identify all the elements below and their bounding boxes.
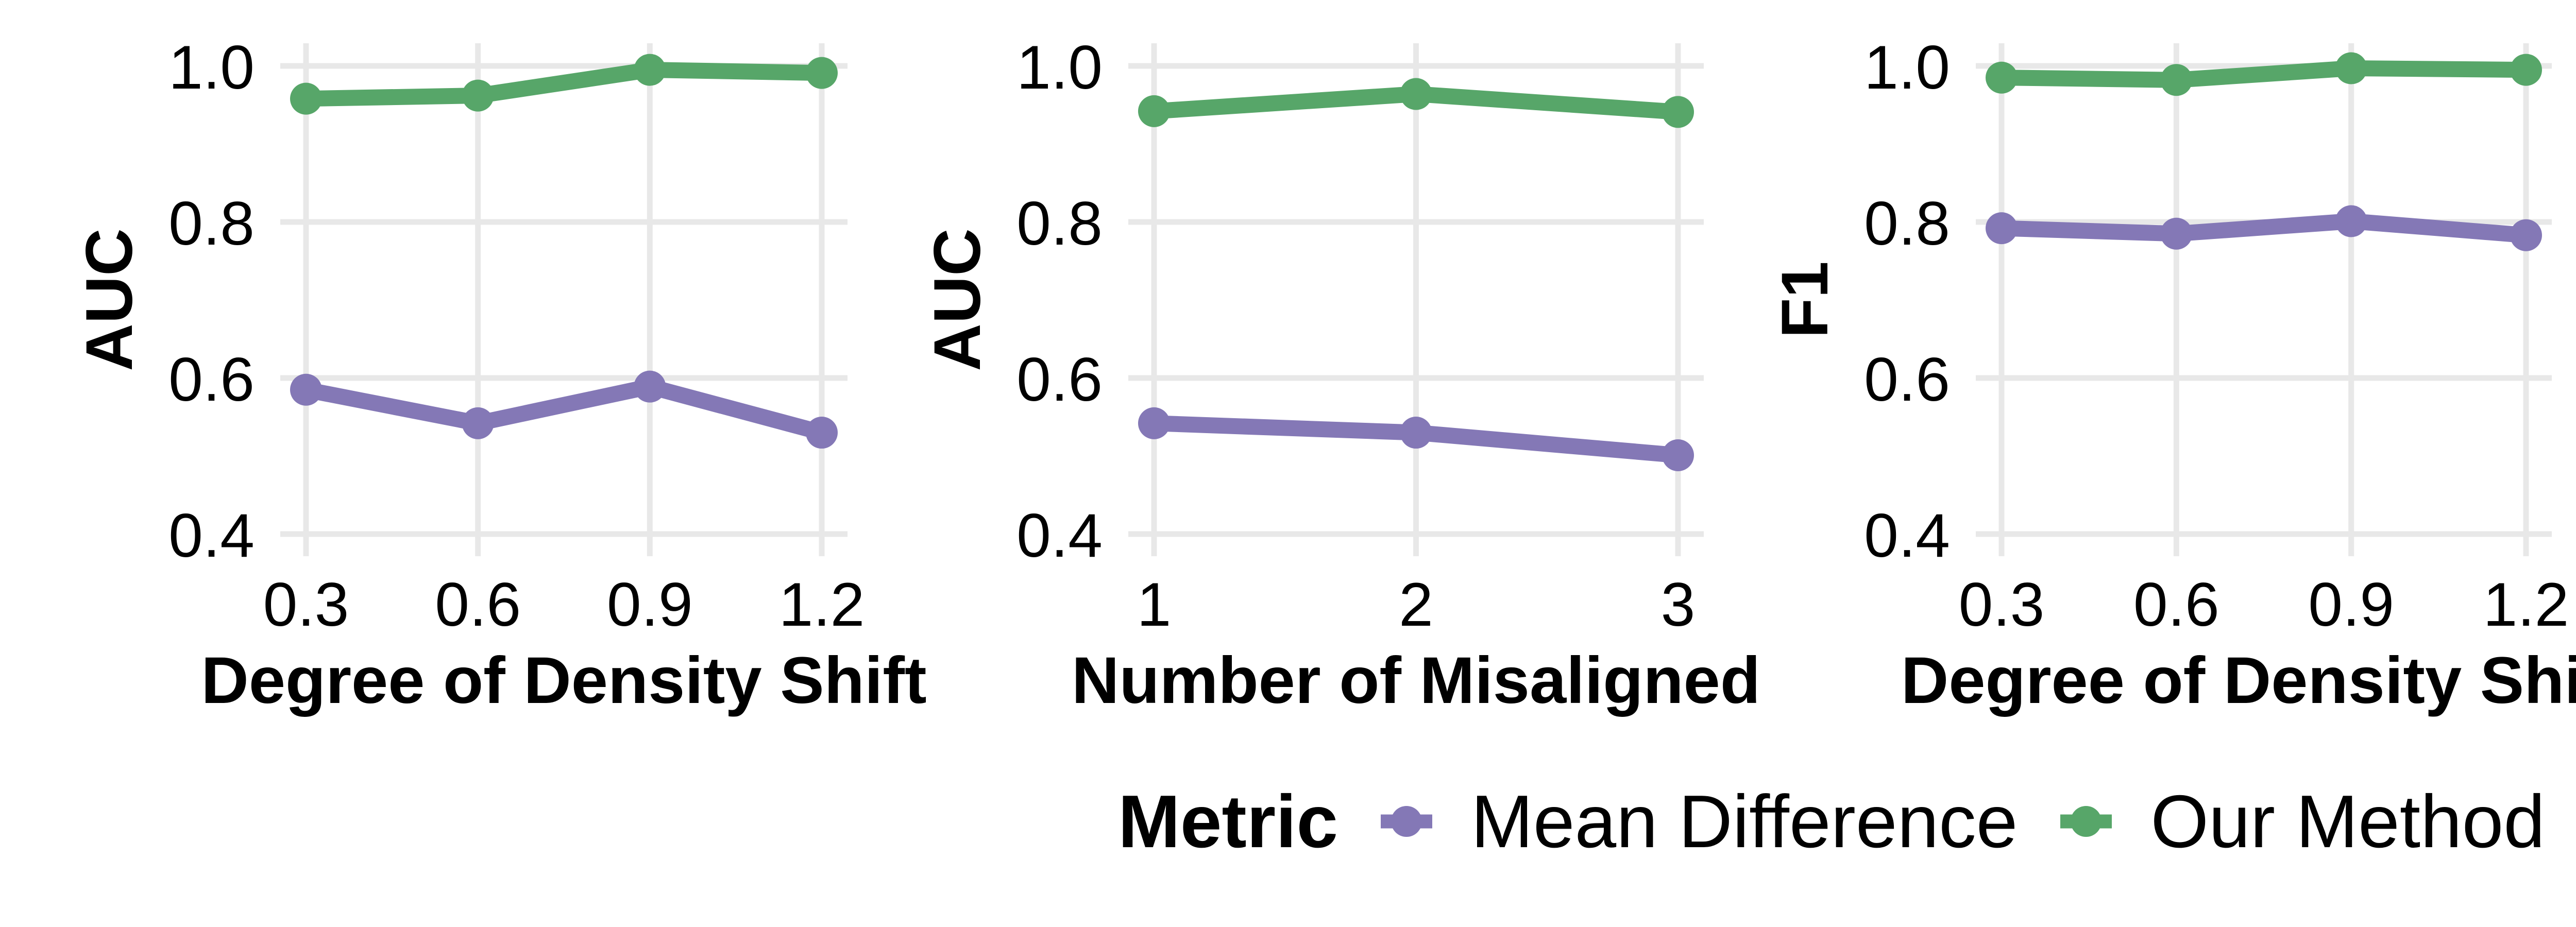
y-tick-label: 0.8: [1016, 189, 1103, 258]
y-axis-title: AUC: [73, 228, 146, 371]
x-tick-label: 3: [1661, 570, 1696, 639]
data-point: [462, 79, 494, 112]
x-tick-label: 0.3: [263, 570, 349, 639]
legend-key-dot: [1391, 806, 1422, 837]
data-point: [2160, 64, 2193, 96]
x-axis-title: Number of Misaligned: [1072, 644, 1760, 717]
data-point: [1662, 439, 1694, 471]
data-point: [1138, 407, 1170, 439]
series-line-mean-difference: [1993, 213, 2534, 244]
x-tick-label: 0.9: [607, 570, 693, 639]
data-point: [634, 54, 666, 86]
data-point: [1662, 96, 1694, 128]
legend-label-our-method: Our Method: [2150, 779, 2545, 863]
y-tick-label: 0.4: [1016, 501, 1103, 570]
y-tick-label: 0.8: [1864, 189, 1950, 258]
x-tick-label: 2: [1399, 570, 1433, 639]
y-tick-label: 1.0: [168, 33, 255, 102]
y-tick-label: 1.0: [1016, 33, 1103, 102]
data-point: [806, 417, 838, 449]
data-point: [290, 373, 322, 406]
series-line-mean-difference: [298, 379, 830, 441]
data-point: [2335, 52, 2367, 84]
data-point: [1986, 212, 2018, 245]
legend-title: Metric: [1118, 779, 1338, 863]
x-axis-title: Degree of Density Shift: [1901, 644, 2576, 717]
y-tick-label: 0.8: [168, 189, 255, 258]
line-point-key-icon: [2060, 806, 2112, 837]
x-tick-label: 0.6: [2133, 570, 2219, 639]
y-tick-label: 0.4: [1864, 501, 1950, 570]
series-line-our-method: [298, 62, 830, 107]
x-tick-label: 0.9: [2308, 570, 2394, 639]
legend-label-mean-difference: Mean Difference: [1471, 779, 2018, 863]
x-tick-label: 0.6: [435, 570, 521, 639]
data-point: [806, 57, 838, 89]
data-point: [1400, 78, 1432, 110]
data-point: [634, 370, 666, 403]
y-axis-title: F1: [1768, 261, 1842, 338]
series-line-our-method: [1993, 60, 2534, 88]
data-point: [1138, 95, 1170, 127]
data-point: [2160, 217, 2193, 250]
data-point: [1400, 417, 1432, 449]
x-tick-label: 1: [1137, 570, 1172, 639]
y-axis-title: AUC: [921, 228, 994, 371]
y-tick-label: 0.6: [1016, 345, 1103, 414]
legend-item-our-method: Our Method: [2058, 779, 2545, 865]
y-tick-label: 0.6: [1864, 345, 1950, 414]
y-tick-label: 1.0: [1864, 33, 1950, 102]
y-tick-label: 0.6: [168, 345, 255, 414]
line-point-key-icon: [1381, 806, 1433, 837]
data-point: [2510, 54, 2542, 86]
x-tick-label: 1.2: [779, 570, 865, 639]
x-tick-label: 1.2: [2483, 570, 2569, 639]
y-tick-label: 0.4: [168, 501, 255, 570]
data-point: [2335, 205, 2367, 237]
data-point: [462, 407, 494, 439]
data-point: [1986, 61, 2018, 94]
legend-key-dot: [2071, 806, 2102, 837]
data-point: [2510, 219, 2542, 251]
data-point: [290, 82, 322, 115]
legend: Metric Mean Difference Our Method: [0, 762, 2576, 881]
legend-item-mean-difference: Mean Difference: [1378, 779, 2018, 865]
x-tick-label: 0.3: [1959, 570, 2045, 639]
x-axis-title: Degree of Density Shift: [201, 644, 926, 717]
